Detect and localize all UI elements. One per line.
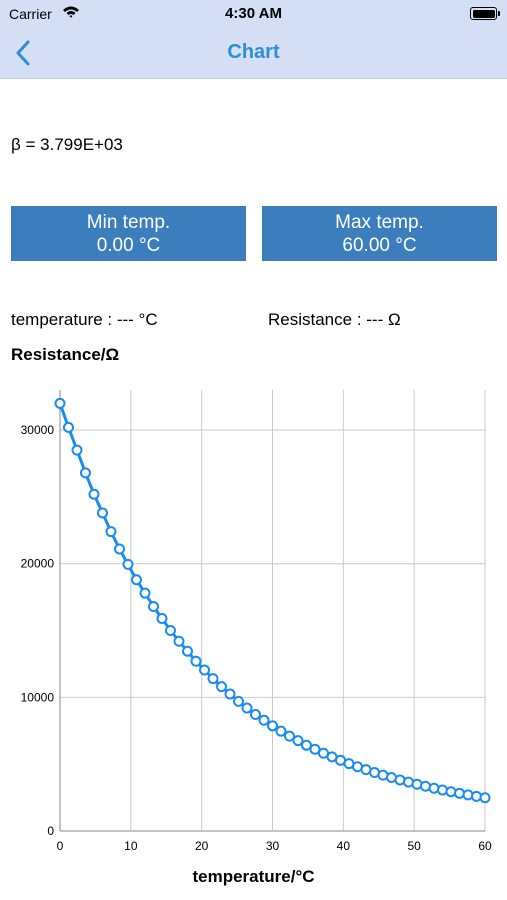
x-tick-label: 50 <box>407 839 421 853</box>
y-tick-label: 0 <box>47 824 54 838</box>
x-tick-label: 10 <box>124 839 138 853</box>
data-point <box>309 743 321 755</box>
data-point <box>54 397 66 409</box>
x-tick-label: 30 <box>266 839 280 853</box>
data-point <box>479 792 491 804</box>
data-point <box>190 655 202 667</box>
data-point <box>199 664 210 676</box>
data-point <box>156 613 168 625</box>
data-point <box>445 786 457 798</box>
data-point <box>275 725 287 737</box>
data-point <box>284 730 295 742</box>
data-point <box>207 673 219 685</box>
x-axis-label: temperature/°C <box>192 867 315 886</box>
data-point <box>165 625 176 637</box>
data-point <box>122 558 134 570</box>
temperature-readout: temperature : --- °C <box>11 310 158 329</box>
data-point <box>71 444 83 456</box>
wifi-icon <box>62 5 80 24</box>
y-tick-label: 20000 <box>21 557 55 571</box>
min-temp-label: Min temp. <box>86 212 171 233</box>
carrier-label: Carrier <box>9 6 52 22</box>
battery-icon <box>470 7 497 20</box>
data-point <box>114 543 125 555</box>
data-point <box>267 720 278 732</box>
min-temp-button[interactable]: Min temp. 0.00 °C <box>11 206 246 261</box>
page-title: Chart <box>227 41 280 63</box>
data-point <box>80 467 91 479</box>
resistance-chart[interactable]: 0 10 20 30 40 50 60 0 10000 20000 30000 <box>0 380 507 860</box>
max-temp-button[interactable]: Max temp. 60.00 °C <box>262 206 497 261</box>
chart-title: Resistance/Ω <box>11 345 120 364</box>
data-point <box>131 574 142 586</box>
data-point <box>105 526 117 538</box>
data-point <box>250 708 261 720</box>
data-point <box>173 635 185 647</box>
battery-level-fill <box>472 9 495 18</box>
min-temp-value: 0.00 °C <box>96 235 161 256</box>
data-point <box>437 784 448 796</box>
chevron-left-icon <box>16 40 30 66</box>
data-point <box>462 789 474 801</box>
data-point <box>454 787 465 799</box>
data-point <box>139 587 151 599</box>
data-point <box>471 790 482 802</box>
data-point <box>88 488 100 500</box>
x-tick-label: 60 <box>478 839 492 853</box>
data-point <box>97 507 108 519</box>
data-point <box>241 702 253 714</box>
battery-cap <box>498 11 500 16</box>
nav-bar: Chart <box>0 28 507 79</box>
status-time: 4:30 AM <box>225 5 282 22</box>
x-tick-label: 0 <box>57 839 64 853</box>
data-point <box>428 782 440 794</box>
data-point <box>233 695 244 707</box>
data-point <box>292 735 304 747</box>
beta-value: β = 3.799E+03 <box>11 135 123 154</box>
data-point <box>216 681 227 693</box>
x-tick-label: 20 <box>195 839 209 853</box>
max-temp-label: Max temp. <box>335 212 424 233</box>
max-temp-value: 60.00 °C <box>342 235 417 256</box>
x-tick-label: 40 <box>337 839 351 853</box>
y-tick-label: 30000 <box>21 423 55 437</box>
data-point <box>224 688 236 700</box>
data-point <box>63 421 74 433</box>
resistance-readout: Resistance : --- Ω <box>268 310 401 329</box>
y-tick-label: 10000 <box>21 690 55 704</box>
back-button[interactable] <box>10 38 40 68</box>
data-point <box>258 714 270 726</box>
status-bar: Carrier 4:30 AM <box>0 0 507 28</box>
data-point <box>301 739 312 751</box>
data-point <box>182 645 193 657</box>
data-point <box>148 600 159 612</box>
